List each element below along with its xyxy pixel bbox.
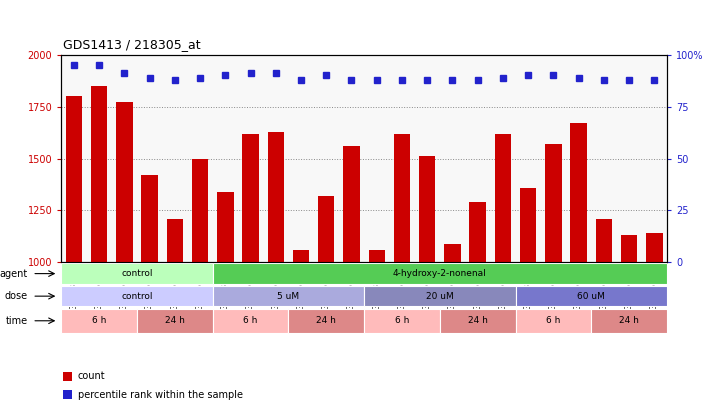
Text: 4-hydroxy-2-nonenal: 4-hydroxy-2-nonenal: [393, 269, 487, 278]
Text: control: control: [121, 269, 153, 278]
Bar: [394, 134, 410, 262]
Bar: [495, 134, 511, 262]
Text: 6 h: 6 h: [92, 316, 106, 325]
Bar: [596, 219, 612, 262]
Text: control: control: [121, 292, 153, 301]
Bar: [61, 286, 213, 306]
Text: GDS1413 / 218305_at: GDS1413 / 218305_at: [63, 38, 201, 51]
Bar: [217, 192, 234, 262]
Bar: [293, 250, 309, 262]
Bar: [520, 188, 536, 262]
Text: agent: agent: [0, 269, 28, 279]
Text: count: count: [78, 371, 105, 382]
Text: 6 h: 6 h: [547, 316, 560, 325]
Bar: [213, 309, 288, 333]
Bar: [516, 286, 667, 306]
Bar: [167, 219, 183, 262]
Text: time: time: [6, 316, 28, 326]
Bar: [591, 309, 667, 333]
Bar: [91, 86, 107, 262]
Text: 5 uM: 5 uM: [278, 292, 299, 301]
Bar: [61, 264, 213, 284]
Text: 24 h: 24 h: [619, 316, 639, 325]
Text: dose: dose: [5, 291, 28, 301]
Text: 6 h: 6 h: [395, 316, 409, 325]
Bar: [242, 134, 259, 262]
Text: 6 h: 6 h: [244, 316, 257, 325]
Text: 20 uM: 20 uM: [426, 292, 454, 301]
Text: 24 h: 24 h: [468, 316, 487, 325]
Bar: [61, 309, 137, 333]
Bar: [621, 235, 637, 262]
Bar: [213, 286, 364, 306]
Bar: [570, 123, 587, 262]
Text: 24 h: 24 h: [317, 316, 336, 325]
Bar: [267, 132, 284, 262]
Bar: [469, 202, 486, 262]
Bar: [141, 175, 158, 262]
Text: percentile rank within the sample: percentile rank within the sample: [78, 390, 243, 400]
Bar: [66, 96, 82, 262]
Bar: [318, 196, 335, 262]
Bar: [116, 102, 133, 262]
Bar: [288, 309, 364, 333]
Text: 24 h: 24 h: [165, 316, 185, 325]
Bar: [545, 144, 562, 262]
Bar: [137, 309, 213, 333]
Bar: [364, 309, 440, 333]
Bar: [516, 309, 591, 333]
Bar: [444, 244, 461, 262]
Bar: [213, 264, 667, 284]
Bar: [646, 233, 663, 262]
Bar: [368, 250, 385, 262]
Bar: [343, 146, 360, 262]
Bar: [419, 156, 435, 262]
Bar: [364, 286, 516, 306]
Bar: [192, 158, 208, 262]
Text: 60 uM: 60 uM: [578, 292, 605, 301]
Bar: [440, 309, 516, 333]
